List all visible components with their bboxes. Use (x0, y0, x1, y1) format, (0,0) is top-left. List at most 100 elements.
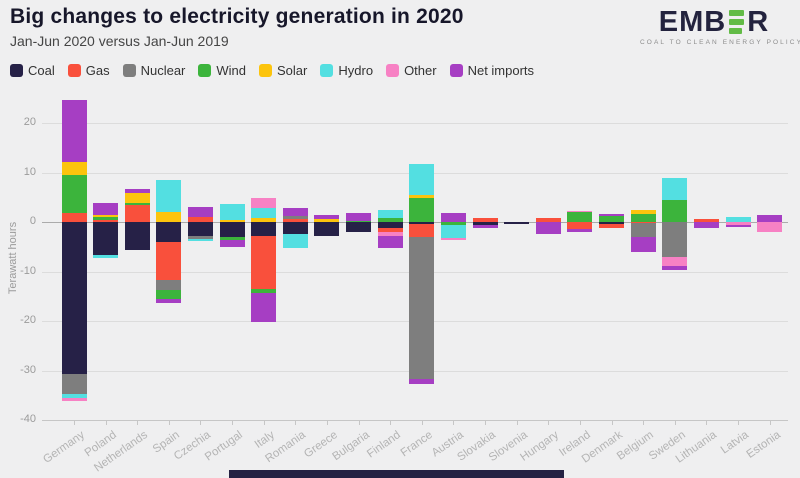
bar-segment (662, 266, 688, 270)
legend-swatch-icon (259, 64, 273, 77)
legend-swatch-icon (320, 64, 334, 77)
page-title: Big changes to electricity generation in… (10, 5, 464, 28)
legend-label: Gas (85, 63, 110, 78)
bar-segment (472, 218, 498, 222)
legend-item-gas: Gas (67, 63, 110, 78)
bar-segment (662, 257, 688, 267)
legend-label: Nuclear (140, 63, 186, 78)
bar-segment (156, 179, 182, 212)
bar-segment (61, 374, 87, 394)
bar-segment (440, 212, 466, 222)
logo-tagline: COAL TO CLEAN ENERGY POLICY (640, 39, 800, 46)
legend-item-wind: Wind (198, 63, 246, 78)
chart-subtitle: Jan-Jun 2020 versus Jan-Jun 2019 (10, 33, 229, 49)
bar-segment (409, 222, 435, 224)
y-tick-label: -10 (20, 264, 36, 277)
x-axis-tick (548, 420, 550, 425)
bar-segment (93, 220, 119, 222)
bar-segment (124, 204, 150, 222)
legend-swatch-icon (10, 64, 23, 77)
legend-swatch-icon (449, 64, 463, 77)
bar-segment (251, 217, 277, 222)
bar-segment (535, 222, 561, 234)
x-axis-tick (611, 420, 613, 425)
bar-segment (377, 232, 403, 237)
bar-segment (124, 189, 150, 194)
bar-segment (567, 222, 593, 230)
bar-segment (61, 398, 87, 402)
bar-segment (409, 379, 435, 385)
x-axis-tick (769, 420, 771, 425)
category-label: Germany (41, 429, 87, 466)
legend-item-nuclear: Nuclear (122, 63, 186, 78)
bar-segment (251, 198, 277, 209)
bar-segment (282, 215, 308, 220)
legend-label: Wind (216, 63, 247, 78)
bar-segment (599, 214, 625, 217)
bar-segment (346, 222, 372, 232)
bar-segment (251, 208, 277, 218)
legend-item-coal: Coal (10, 63, 55, 78)
bar-segment (219, 220, 245, 222)
bar-segment (725, 224, 751, 227)
x-axis-line (42, 420, 788, 421)
x-axis-tick (105, 420, 107, 425)
bar-segment (282, 208, 308, 216)
legend-label: Hydro (338, 63, 374, 78)
legend-item-solar: Solar (259, 63, 307, 78)
bar-segment (156, 211, 182, 222)
x-axis-tick (421, 420, 423, 425)
footer-bar (229, 470, 564, 478)
bar-segment (725, 222, 751, 225)
bar-segment (377, 210, 403, 218)
bar-segment (693, 222, 719, 229)
legend-item-hydro: Hydro (320, 63, 373, 78)
gridline (42, 123, 788, 124)
bar-segment (282, 219, 308, 222)
bar-segment (187, 216, 213, 222)
legend-swatch-icon (122, 64, 136, 77)
x-axis-tick (168, 420, 170, 425)
x-axis-tick (137, 420, 139, 425)
x-axis-tick (738, 420, 740, 425)
bar-segment (93, 203, 119, 216)
bar-segment (314, 215, 340, 220)
bar-segment (535, 218, 561, 222)
y-tick-label: 10 (23, 165, 36, 178)
bar-segment (346, 213, 372, 221)
legend-label: Other (404, 63, 437, 78)
x-axis-tick (74, 420, 75, 425)
bar-segment (662, 200, 688, 222)
bar-segment (61, 393, 87, 399)
bar-segment (187, 235, 213, 240)
bar-segment (282, 222, 308, 234)
bar-segment (567, 210, 593, 213)
y-tick-label: -30 (20, 363, 36, 376)
legend-swatch-icon (386, 64, 400, 77)
bar-segment (187, 222, 213, 236)
x-axis-tick (453, 420, 455, 425)
y-tick-label: 0 (29, 215, 36, 227)
legend: Coal Gas Nuclear Wind Solar Hydro Other Net imp… (10, 63, 534, 78)
x-axis-tick (232, 420, 234, 425)
ember-logo: EMB R COAL TO CLEAN ENERGY POLICY (640, 7, 800, 46)
bar-segment (251, 235, 277, 289)
x-axis-tick (485, 420, 487, 425)
x-axis-tick (643, 420, 645, 425)
bar-segment (440, 224, 466, 239)
bar-segment (219, 204, 245, 220)
bar-segment (251, 288, 277, 294)
bar-segment (282, 233, 308, 249)
bar-segment (314, 222, 340, 236)
bar-segment (314, 219, 340, 222)
legend-swatch-icon (67, 64, 81, 77)
bar-segment (630, 214, 656, 222)
bar-segment (124, 202, 150, 205)
bar-segment (630, 222, 656, 224)
bar-segment (377, 222, 403, 228)
bar-segment (567, 212, 593, 222)
bar-segment (693, 219, 719, 222)
x-axis-tick (326, 420, 328, 425)
bar-segment (346, 221, 372, 222)
